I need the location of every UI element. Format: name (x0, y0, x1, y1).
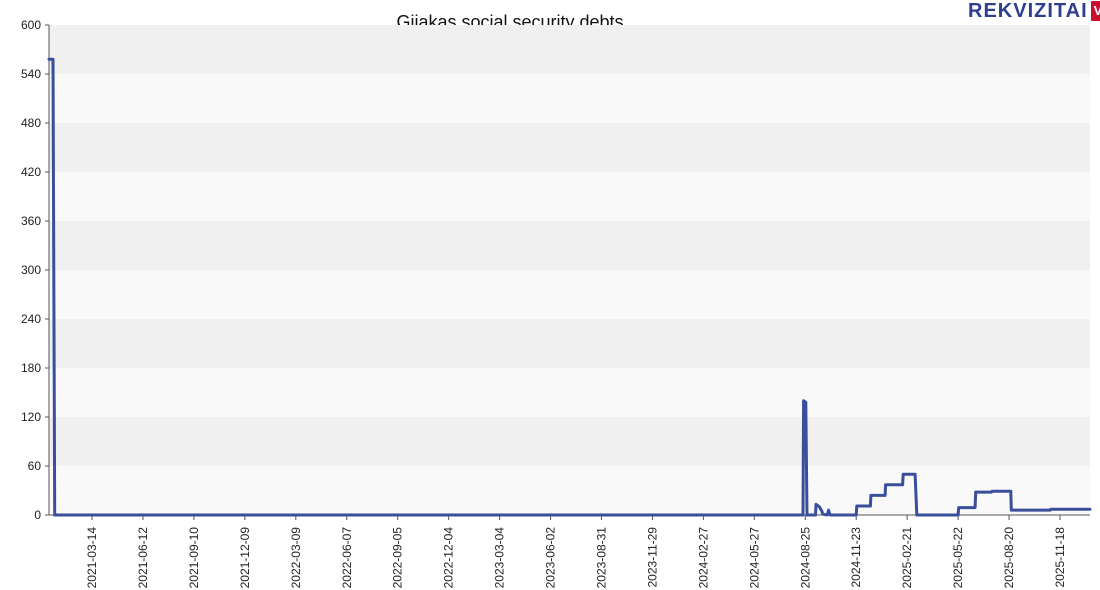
grid-band (49, 368, 1090, 417)
x-tick-label: 2022-03-09 (289, 527, 303, 589)
y-tick-label: 420 (21, 165, 41, 179)
y-tick-label: 360 (21, 214, 41, 228)
grid-band (49, 25, 1090, 74)
grid-band (49, 221, 1090, 270)
x-tick-label: 2024-11-23 (849, 527, 863, 588)
x-tick-label: 2021-12-09 (238, 527, 252, 589)
y-axis-ticks: 0 60 120 180 240 300 360 420 480 540 600 (21, 18, 49, 522)
x-tick-label: 2025-05-22 (951, 527, 965, 589)
x-tick-label: 2023-08-31 (594, 527, 608, 589)
series-line (47, 57, 1092, 517)
x-tick-label: 2021-09-10 (187, 527, 201, 589)
x-tick-label: 2024-08-25 (798, 527, 812, 589)
y-tick-label: 60 (28, 459, 42, 473)
grid-band (49, 74, 1090, 123)
y-tick-label: 300 (21, 263, 41, 277)
grid-bands (49, 25, 1090, 515)
x-tick-label: 2022-06-07 (340, 527, 354, 589)
y-tick-label: 600 (21, 18, 41, 32)
grid-band (49, 466, 1090, 515)
x-tick-label: 2025-11-18 (1053, 527, 1067, 588)
series-layer (47, 57, 1092, 517)
grid-band (49, 270, 1090, 319)
logo-wordmark: REKVIZITAI (968, 0, 1088, 22)
x-tick-label: 2023-03-04 (493, 527, 507, 589)
x-tick-label: 2021-03-14 (85, 527, 99, 589)
x-tick-label: 2025-02-21 (900, 527, 914, 589)
grid-band (49, 319, 1090, 368)
x-tick-label: 2024-02-27 (696, 527, 710, 589)
y-tick-label: 480 (21, 116, 41, 130)
x-tick-label: 2023-06-02 (544, 527, 558, 589)
x-tick-label: 2023-11-29 (645, 527, 659, 588)
y-tick-label: 240 (21, 312, 41, 326)
grid-band (49, 123, 1090, 172)
x-axis-ticks: 2021-03-14 2021-06-12 2021-09-10 2021-12-09… (85, 515, 1067, 588)
x-tick-label: 2025-08-20 (1002, 527, 1016, 589)
grid-band (49, 172, 1090, 221)
x-tick-label: 2024-05-27 (747, 527, 761, 589)
y-tick-label: 120 (21, 410, 41, 424)
x-tick-label: 2022-12-04 (442, 527, 456, 589)
y-tick-label: 540 (21, 67, 41, 81)
y-tick-label: 0 (34, 508, 41, 522)
x-tick-label: 2022-09-05 (391, 527, 405, 589)
y-tick-label: 180 (21, 361, 41, 375)
rekvizitai-logo: REKVIZITAI VŽ (968, 0, 1100, 22)
x-tick-label: 2021-06-12 (136, 527, 150, 589)
logo-badge: VŽ (1090, 1, 1100, 21)
grid-band (49, 417, 1090, 466)
